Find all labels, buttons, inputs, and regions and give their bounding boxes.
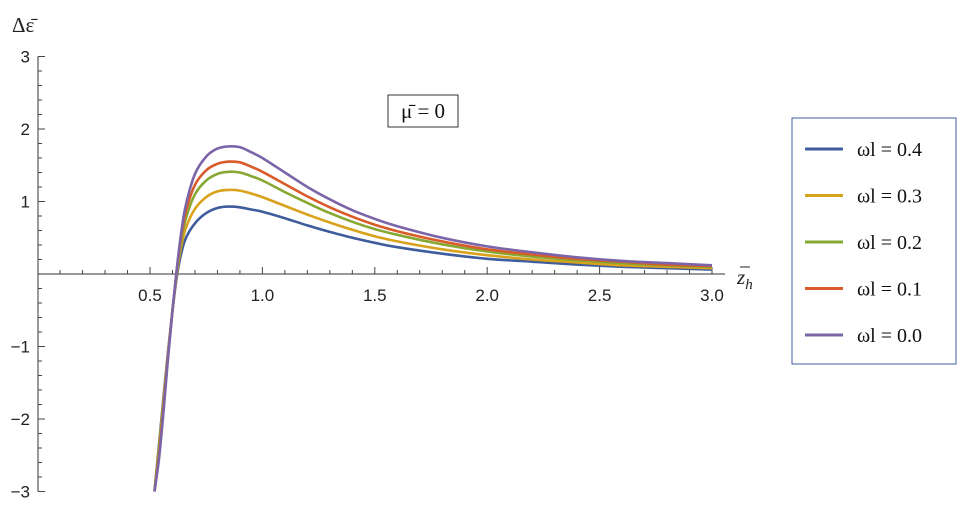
x-axis-label-main: z (736, 265, 745, 289)
legend-label-0: ωl = 0.4 (857, 139, 922, 161)
x-tick-label: 3.0 (700, 286, 724, 305)
y-tick-label: −1 (11, 338, 30, 357)
legend-label-1: ωl = 0.3 (857, 186, 922, 208)
x-axis-label: zh (736, 265, 753, 293)
series-line-0 (153, 205, 713, 492)
y-tick-label: 3 (21, 48, 30, 67)
y-tick-label: 1 (21, 193, 30, 212)
y-axis-label: Δε̄ (12, 13, 38, 37)
series-line-4 (153, 144, 713, 492)
annotation-box: μ̄ = 0 (387, 94, 459, 128)
legend-label-4: ωl = 0.0 (857, 325, 922, 347)
x-tick-label: 0.5 (138, 286, 162, 305)
x-axis-label-subscript: h (745, 277, 753, 293)
y-tick-label: −3 (11, 483, 30, 502)
x-tick-label: 2.0 (475, 286, 499, 305)
series-line-2 (153, 170, 713, 492)
legend-label-3: ωl = 0.1 (857, 279, 922, 301)
legend-label-2: ωl = 0.2 (857, 232, 922, 254)
x-tick-label: 1.0 (251, 286, 275, 305)
y-tick-label: −2 (11, 410, 30, 429)
legend: ωl = 0.4 ωl = 0.3 ωl = 0.2 ωl = 0.1 ωl = 0.0 (791, 117, 957, 365)
annotation-text: μ̄ = 0 (401, 99, 445, 123)
series-line-3 (153, 160, 713, 492)
x-tick-label: 1.5 (363, 286, 387, 305)
y-tick-label: 2 (21, 120, 30, 139)
x-tick-label: 2.5 (588, 286, 612, 305)
